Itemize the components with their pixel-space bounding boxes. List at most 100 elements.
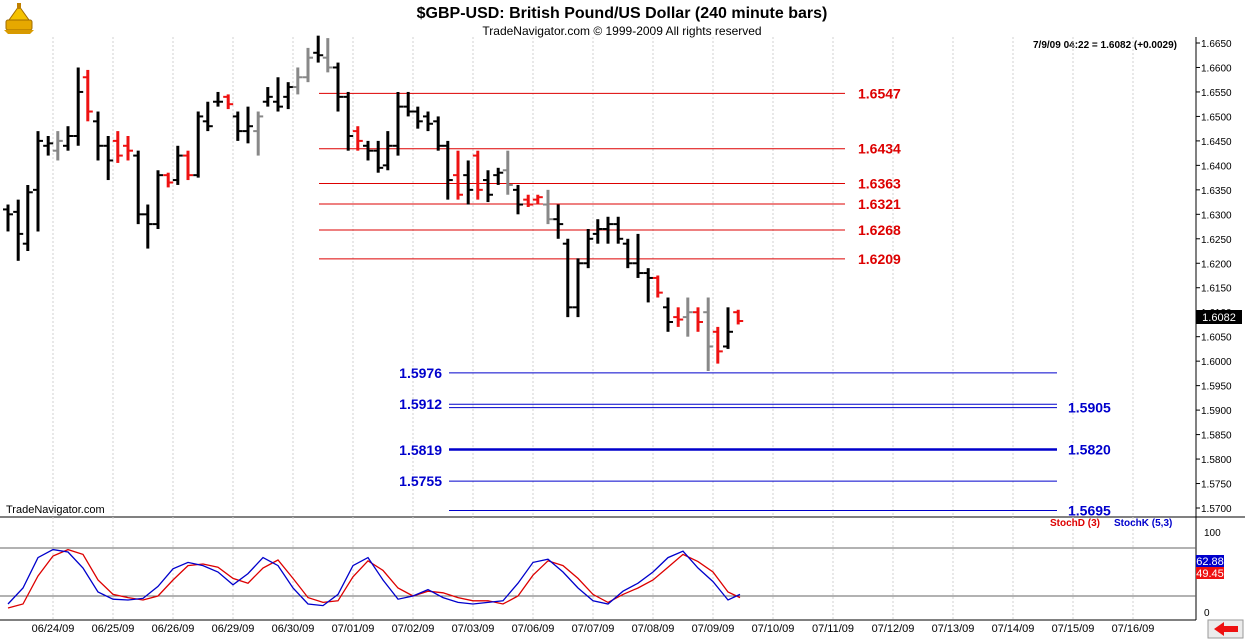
watermark-text: TradeNavigator.com: [6, 504, 105, 516]
ohlc-bar: [43, 136, 54, 156]
ohlc-bar: [403, 91, 414, 117]
resistance-label: 1.6268: [858, 222, 901, 238]
ohlc-bar: [693, 307, 703, 332]
trade-navigator-logo-icon: [4, 3, 34, 34]
support-label-left: 1.5912: [399, 396, 442, 412]
x-tick-label: 06/25/09: [92, 623, 135, 635]
x-tick-label: 06/26/09: [152, 623, 195, 635]
y-tick-label: 1.6200: [1201, 259, 1232, 270]
x-tick-label: 07/01/09: [332, 623, 375, 635]
ohlc-bar: [292, 67, 303, 95]
ohlc-bar: [663, 297, 673, 332]
ohlc-bar: [3, 204, 13, 232]
ohlc-bar: [673, 307, 684, 327]
y-tick-label: 1.6550: [1201, 88, 1232, 99]
ohlc-bar: [243, 106, 253, 144]
ohlc-bar: [412, 106, 423, 129]
ohlc-bar: [523, 194, 534, 207]
ohlc-bar: [163, 172, 174, 188]
resistance-label: 1.6434: [858, 141, 901, 157]
x-tick-label: 07/10/09: [752, 623, 795, 635]
ohlc-bar: [202, 101, 213, 132]
ohlc-bar: [502, 150, 513, 195]
stoch-d-line: [7, 548, 741, 609]
ohlc-bar: [733, 309, 744, 325]
ohlc-bar: [93, 111, 103, 161]
y-tick-label: 1.6450: [1201, 137, 1232, 148]
ohlc-bar: [423, 111, 433, 132]
ohlc-bar: [513, 184, 523, 215]
ohlc-bar: [493, 167, 504, 185]
x-tick-label: 06/24/09: [32, 623, 75, 635]
ohlc-bar: [153, 170, 163, 229]
stoch-d-value: 49.45: [1196, 568, 1224, 580]
ohlc-bar: [213, 91, 223, 107]
y-tick-label: 1.5850: [1201, 431, 1232, 442]
ohlc-bar: [483, 170, 493, 203]
y-tick-label: 1.6300: [1201, 210, 1232, 221]
resistance-label: 1.6547: [858, 85, 901, 101]
y-tick-label: 1.5900: [1201, 406, 1232, 417]
ohlc-bar: [193, 111, 204, 178]
copyright-text: TradeNavigator.com © 1999-2009 All right…: [482, 24, 761, 38]
support-label-right: 1.5905: [1068, 400, 1111, 416]
support-label-right: 1.5695: [1068, 502, 1111, 518]
ohlc-bar: [283, 82, 294, 110]
ohlc-bar: [142, 204, 153, 249]
x-tick-label: 06/29/09: [212, 623, 255, 635]
y-tick-label: 1.6500: [1201, 112, 1232, 123]
x-tick-label: 07/09/09: [692, 623, 735, 635]
x-tick-label: 07/11/09: [812, 623, 854, 635]
ohlc-bar: [652, 275, 663, 298]
y-tick-label: 1.6250: [1201, 235, 1232, 246]
ohlc-bar: [712, 326, 723, 364]
ohlc-bar: [463, 160, 474, 205]
ohlc-bar: [63, 126, 73, 151]
ohlc-bar: [553, 204, 564, 239]
ohlc-bar: [82, 69, 93, 122]
support-label-right: 1.5820: [1068, 441, 1111, 457]
x-tick-label: 07/08/09: [632, 623, 675, 635]
support-label-left: 1.5976: [399, 365, 442, 381]
stoch-d-tag: [1196, 567, 1224, 579]
y-tick-label: 1.6350: [1201, 186, 1232, 197]
chart-title: $GBP-USD: British Pound/US Dollar (240 m…: [417, 5, 828, 22]
left-arrow-icon: [1214, 622, 1238, 636]
y-tick-label: 1.5700: [1201, 504, 1232, 515]
ohlc-bar: [262, 87, 273, 107]
stoch-k-line: [7, 548, 741, 607]
stoch-k-legend: StochK (5,3): [1114, 518, 1172, 529]
y-tick-label: 1.6600: [1201, 63, 1232, 74]
ohlc-bar: [303, 47, 313, 83]
ohlc-bar: [682, 297, 693, 337]
ohlc-bar: [633, 233, 643, 278]
x-tick-label: 07/13/09: [932, 623, 975, 635]
ohlc-bar: [33, 131, 43, 232]
x-tick-label: 07/14/09: [992, 623, 1035, 635]
ohlc-bar: [52, 131, 63, 161]
ohlc-bar: [583, 229, 594, 269]
ohlc-bar: [622, 238, 633, 269]
ohlc-bar: [13, 199, 24, 261]
ohlc-bar: [723, 307, 733, 349]
ohlc-bar: [123, 136, 133, 161]
ohlc-bar: [532, 194, 543, 205]
ohlc-bar: [172, 145, 183, 185]
ohlc-bar: [232, 111, 243, 141]
x-tick-label: 07/07/09: [572, 623, 615, 635]
stoch-y-tick-label: 0: [1204, 608, 1210, 619]
support-label-left: 1.5755: [399, 473, 442, 489]
ohlc-bar: [453, 150, 463, 200]
ohlc-bar: [643, 268, 654, 303]
ohlc-bar: [442, 140, 453, 200]
ohlc-bar: [573, 258, 583, 318]
resistance-label: 1.6209: [858, 251, 901, 267]
x-tick-label: 07/06/09: [512, 623, 555, 635]
ohlc-bar: [472, 150, 483, 200]
scroll-right-button[interactable]: [1207, 619, 1244, 639]
ohlc-bar: [333, 62, 343, 112]
ohlc-bar: [103, 136, 114, 181]
y-tick-label: 1.5750: [1201, 480, 1232, 491]
last-price-tag: [1196, 310, 1242, 324]
